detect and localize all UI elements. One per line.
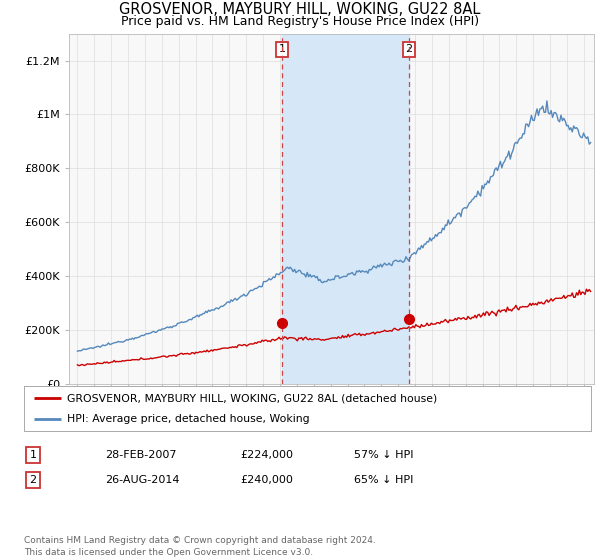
Text: 65% ↓ HPI: 65% ↓ HPI (354, 475, 413, 485)
Text: GROSVENOR, MAYBURY HILL, WOKING, GU22 8AL (detached house): GROSVENOR, MAYBURY HILL, WOKING, GU22 8A… (67, 394, 437, 404)
Text: £240,000: £240,000 (240, 475, 293, 485)
Text: 57% ↓ HPI: 57% ↓ HPI (354, 450, 413, 460)
Text: 26-AUG-2014: 26-AUG-2014 (105, 475, 179, 485)
Text: Price paid vs. HM Land Registry's House Price Index (HPI): Price paid vs. HM Land Registry's House … (121, 15, 479, 27)
Text: 1: 1 (278, 44, 286, 54)
Text: Contains HM Land Registry data © Crown copyright and database right 2024.
This d: Contains HM Land Registry data © Crown c… (24, 536, 376, 557)
Bar (282, 34, 409, 384)
Text: HPI: Average price, detached house, Woking: HPI: Average price, detached house, Woki… (67, 414, 309, 424)
Text: 28-FEB-2007: 28-FEB-2007 (105, 450, 176, 460)
Text: 2: 2 (406, 44, 413, 54)
Text: 2: 2 (29, 475, 37, 485)
Text: 1: 1 (29, 450, 37, 460)
Text: £224,000: £224,000 (240, 450, 293, 460)
Text: GROSVENOR, MAYBURY HILL, WOKING, GU22 8AL: GROSVENOR, MAYBURY HILL, WOKING, GU22 8A… (119, 2, 481, 17)
